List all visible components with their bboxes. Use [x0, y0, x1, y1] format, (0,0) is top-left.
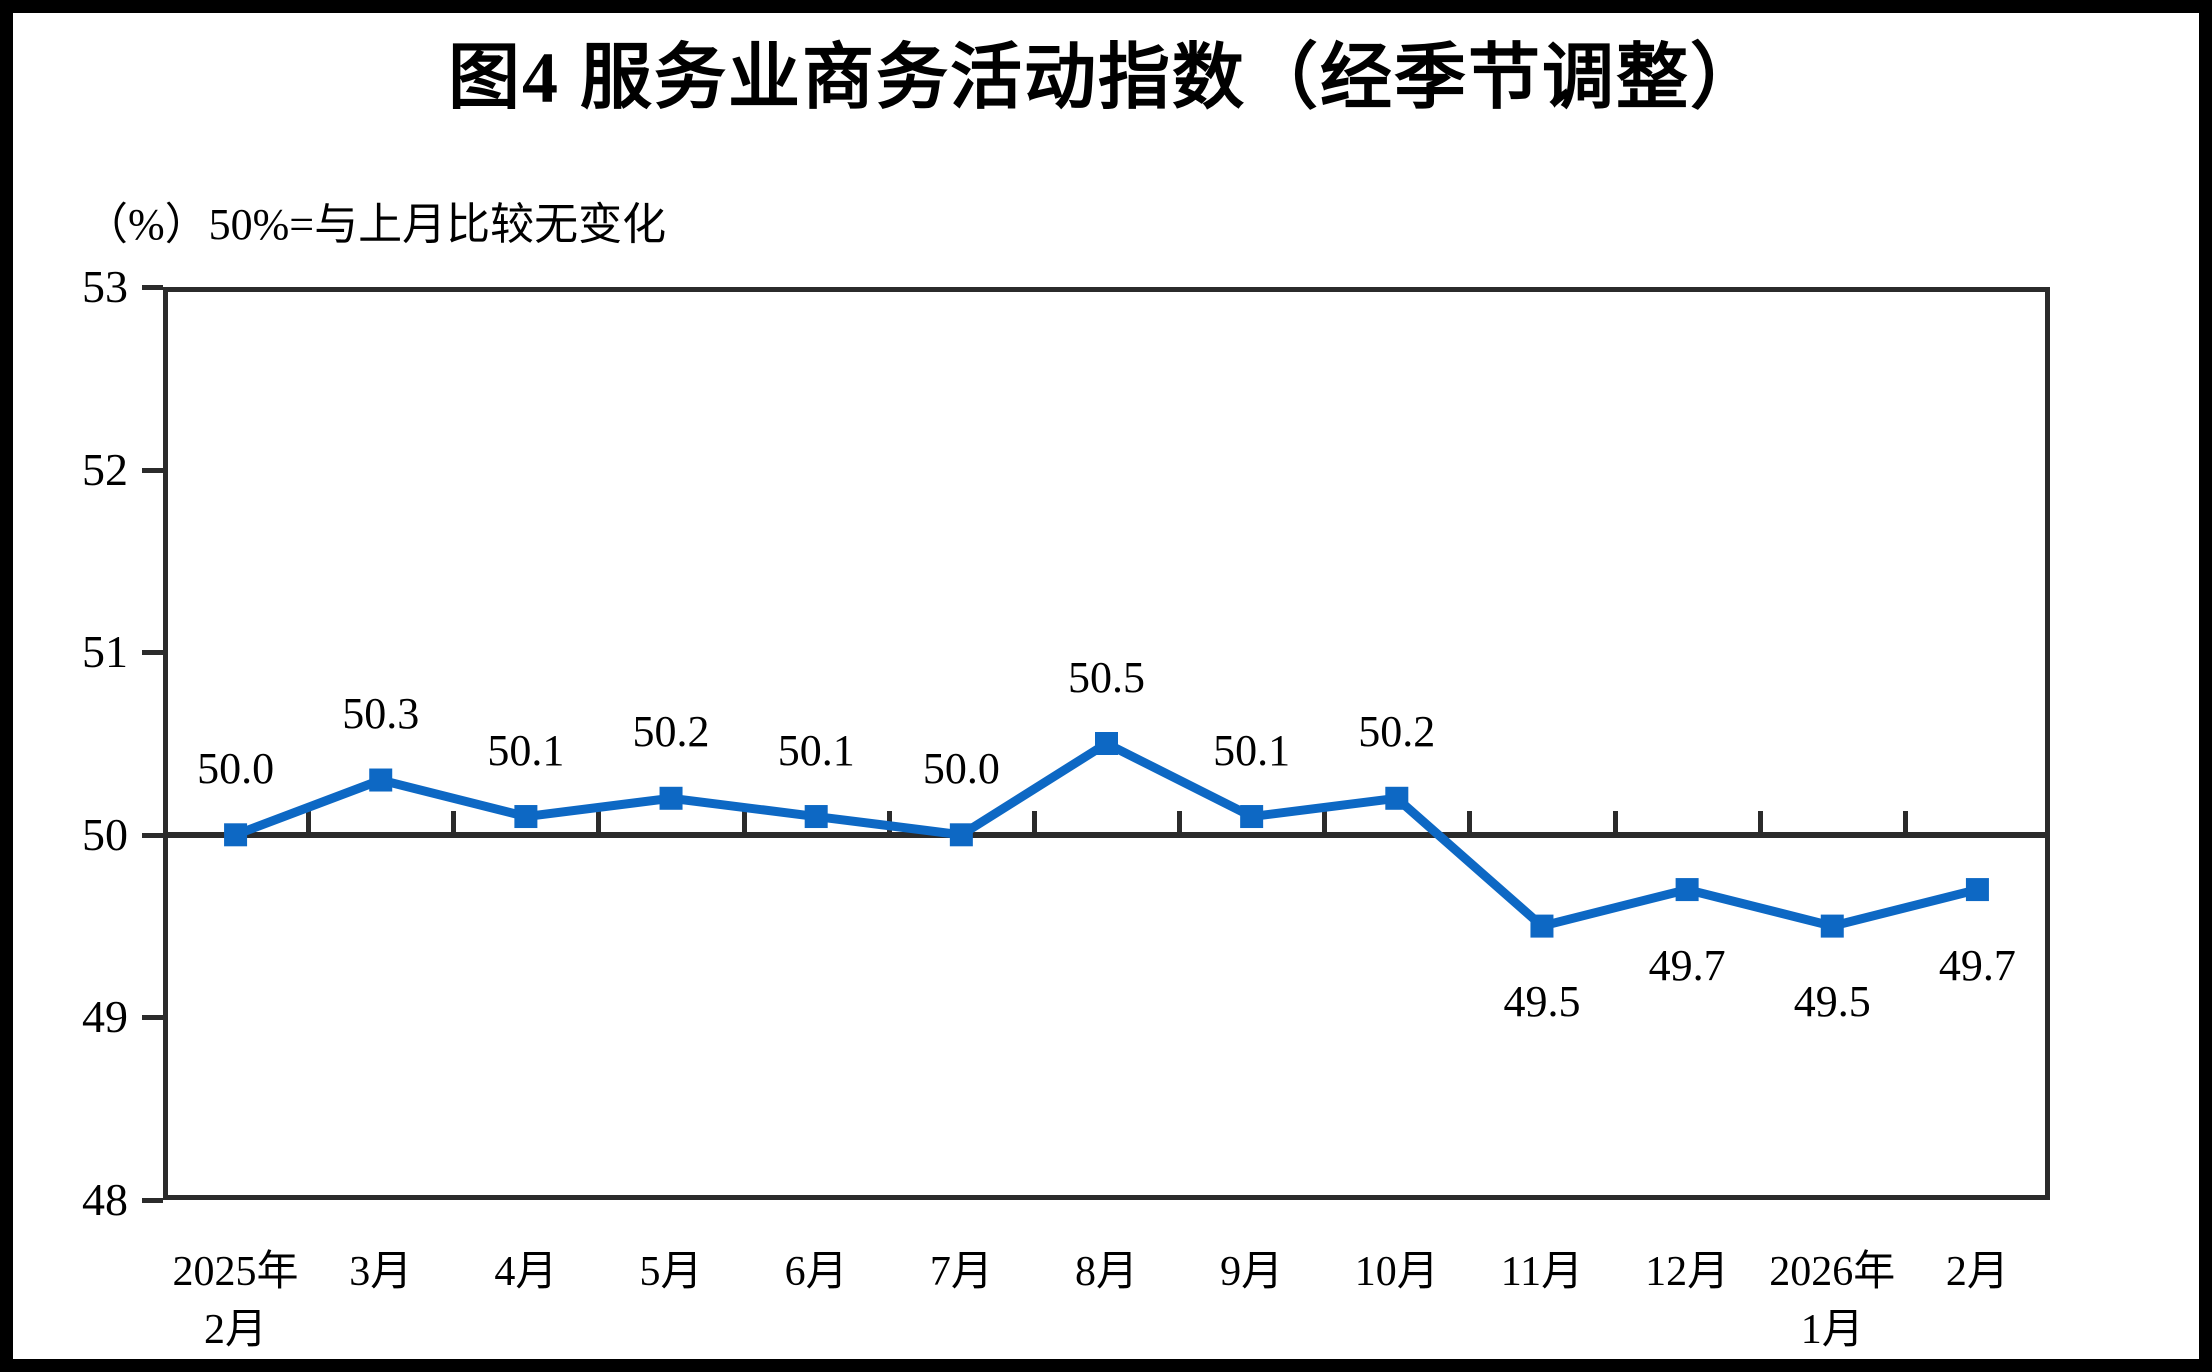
category-boundary-tick — [1322, 810, 1328, 832]
data-point-label: 50.2 — [632, 707, 710, 757]
data-point-marker — [949, 823, 973, 847]
y-axis-tick-label: 48 — [82, 1174, 128, 1225]
data-point-label: 50.5 — [1068, 652, 1145, 702]
y-axis-tick-label: 50 — [82, 808, 128, 860]
y-axis-tick-label: 49 — [82, 991, 128, 1043]
x-axis-tick-label: 7月 — [929, 1249, 993, 1295]
category-boundary-tick — [741, 810, 747, 832]
category-boundary-tick — [1177, 810, 1183, 832]
category-boundary-tick — [1902, 810, 1908, 832]
data-point-label: 50.0 — [922, 743, 1000, 793]
data-point-label: 50.3 — [342, 689, 420, 739]
data-point-label: 50.0 — [197, 743, 275, 793]
x-axis-tick-label: 10月 — [1354, 1249, 1439, 1295]
data-point-label: 50.1 — [777, 725, 855, 775]
axis-unit-note: （%）50%=与上月比较无变化 — [84, 200, 667, 249]
data-point-label: 50.1 — [487, 725, 565, 775]
data-point-marker — [369, 768, 393, 792]
x-axis-tick-label: 4月 — [494, 1249, 558, 1295]
reference-line-50 — [163, 831, 2050, 838]
data-point-marker — [659, 786, 683, 810]
y-axis-tick-mark — [142, 1198, 163, 1203]
x-axis-tick-label: 12月 — [1645, 1249, 1730, 1295]
category-boundary-tick — [1467, 810, 1473, 832]
category-boundary-tick — [451, 810, 457, 832]
category-boundary-tick — [1031, 810, 1037, 832]
y-axis-tick-mark — [142, 467, 163, 473]
data-point-marker — [1385, 786, 1409, 810]
x-axis-tick-label: 3月 — [349, 1249, 413, 1295]
plot-area — [163, 287, 2050, 1200]
data-point-marker — [1240, 805, 1264, 829]
y-axis-tick-mark — [142, 650, 163, 656]
x-axis-tick-label: 5月 — [639, 1249, 703, 1295]
data-point-marker — [1095, 732, 1118, 755]
x-axis-tick-label: 6月 — [784, 1249, 848, 1295]
y-axis-tick-label: 52 — [82, 443, 128, 495]
x-axis-tick-label: 2025年 2月 — [172, 1249, 299, 1353]
data-point-label: 49.5 — [1793, 977, 1871, 1027]
y-axis-tick-mark — [142, 1015, 163, 1021]
category-boundary-tick — [596, 810, 602, 832]
data-point-marker — [1530, 914, 1554, 938]
data-point-marker — [1965, 878, 1989, 902]
x-axis-tick-label: 2月 — [1945, 1249, 2009, 1295]
x-axis-tick-label: 11月 — [1500, 1249, 1584, 1295]
x-axis-tick-label: 9月 — [1220, 1249, 1284, 1295]
data-point-label: 50.1 — [1213, 725, 1291, 775]
category-boundary-tick — [1757, 810, 1763, 832]
data-point-label: 49.5 — [1503, 977, 1581, 1027]
data-point-marker — [804, 805, 828, 829]
data-point-label: 49.7 — [1938, 940, 2016, 990]
data-point-marker — [514, 805, 538, 829]
y-axis-tick-label: 51 — [82, 626, 128, 678]
x-axis-tick-label: 8月 — [1074, 1249, 1139, 1295]
category-boundary-tick — [306, 810, 312, 832]
data-point-marker — [1675, 878, 1699, 902]
y-axis-tick-label: 53 — [82, 261, 128, 312]
y-axis-tick-mark — [142, 832, 163, 838]
category-boundary-tick — [1612, 810, 1618, 832]
y-axis-tick-mark — [142, 285, 163, 290]
data-point-marker — [224, 823, 248, 847]
data-point-label: 50.2 — [1358, 707, 1436, 757]
data-point-marker — [1820, 914, 1844, 938]
data-point-label: 49.7 — [1648, 940, 1726, 990]
chart-title: 图4 服务业商务活动指数（经季节调整） — [447, 38, 1764, 118]
x-axis-tick-label: 2026年 1月 — [1769, 1249, 1896, 1353]
